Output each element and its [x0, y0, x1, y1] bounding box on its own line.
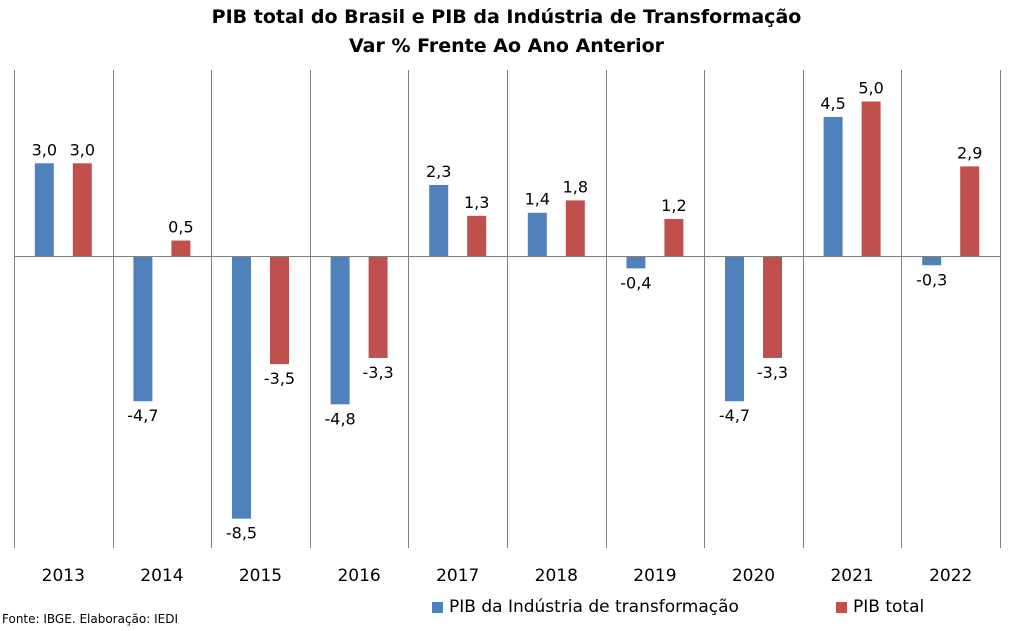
- x-tick-label: 2017: [436, 566, 479, 586]
- bar: [72, 163, 92, 256]
- chart-subtitle: Var % Frente Ao Ano Anterior: [348, 35, 665, 57]
- x-tick-label: 2019: [633, 566, 676, 586]
- legend-item-pib-total: PIB total: [836, 597, 924, 617]
- x-tick-label: 2022: [929, 566, 972, 586]
- bar: [565, 200, 585, 256]
- bar: [467, 215, 487, 256]
- bar: [330, 256, 350, 405]
- data-label: 1,8: [563, 177, 588, 196]
- data-label: -4,8: [324, 409, 355, 428]
- bar: [527, 212, 547, 256]
- chart-title: PIB total do Brasil e PIB da Indústria d…: [211, 6, 802, 28]
- x-tick-label: 2014: [140, 566, 183, 586]
- data-label: 1,2: [661, 196, 686, 215]
- data-label: 5,0: [858, 79, 883, 98]
- data-label: 0,5: [168, 218, 193, 237]
- bar: [922, 256, 942, 266]
- x-tick-label: 2016: [337, 566, 380, 586]
- legend-item-industria: PIB da Indústria de transformação: [432, 597, 739, 617]
- data-label: -4,7: [127, 406, 158, 425]
- bar: [429, 184, 449, 256]
- data-label: 4,5: [820, 94, 845, 113]
- source-note: Fonte: IBGE. Elaboração: IEDI: [2, 612, 179, 626]
- bar: [133, 256, 153, 402]
- data-label: 2,9: [957, 143, 982, 162]
- bar: [34, 163, 54, 256]
- bar: [763, 256, 782, 358]
- x-tick-label: 2018: [535, 566, 578, 586]
- data-label: -3,3: [757, 363, 788, 382]
- bar: [823, 116, 843, 256]
- x-tick-label: 2021: [830, 566, 873, 586]
- legend-swatch-industria: [432, 601, 443, 613]
- data-label: -3,5: [264, 369, 295, 388]
- data-label: 1,3: [464, 193, 489, 212]
- data-label: -0,3: [916, 270, 947, 289]
- bar: [232, 256, 251, 519]
- bar: [626, 256, 646, 269]
- data-label: 3,0: [32, 140, 57, 159]
- data-label: 3,0: [70, 140, 95, 159]
- data-label: -8,5: [226, 524, 257, 543]
- x-tick-label: 2015: [239, 566, 282, 586]
- data-label: 2,3: [426, 162, 451, 181]
- bar: [725, 256, 744, 402]
- legend-label-pib-total: PIB total: [853, 597, 925, 617]
- bar: [664, 218, 684, 256]
- bar: [861, 101, 881, 256]
- legend-label-industria: PIB da Indústria de transformação: [449, 597, 739, 617]
- bar: [960, 166, 980, 256]
- data-label: 1,4: [525, 190, 550, 209]
- bar: [368, 256, 388, 358]
- bar: [270, 256, 289, 365]
- data-label: -3,3: [362, 363, 393, 382]
- x-tick-label: 2013: [42, 566, 85, 586]
- data-label: -4,7: [719, 406, 750, 425]
- x-tick-label: 2020: [732, 566, 775, 586]
- bar: [171, 240, 191, 256]
- legend-swatch-pib-total: [836, 601, 847, 613]
- data-label: -0,4: [620, 273, 651, 292]
